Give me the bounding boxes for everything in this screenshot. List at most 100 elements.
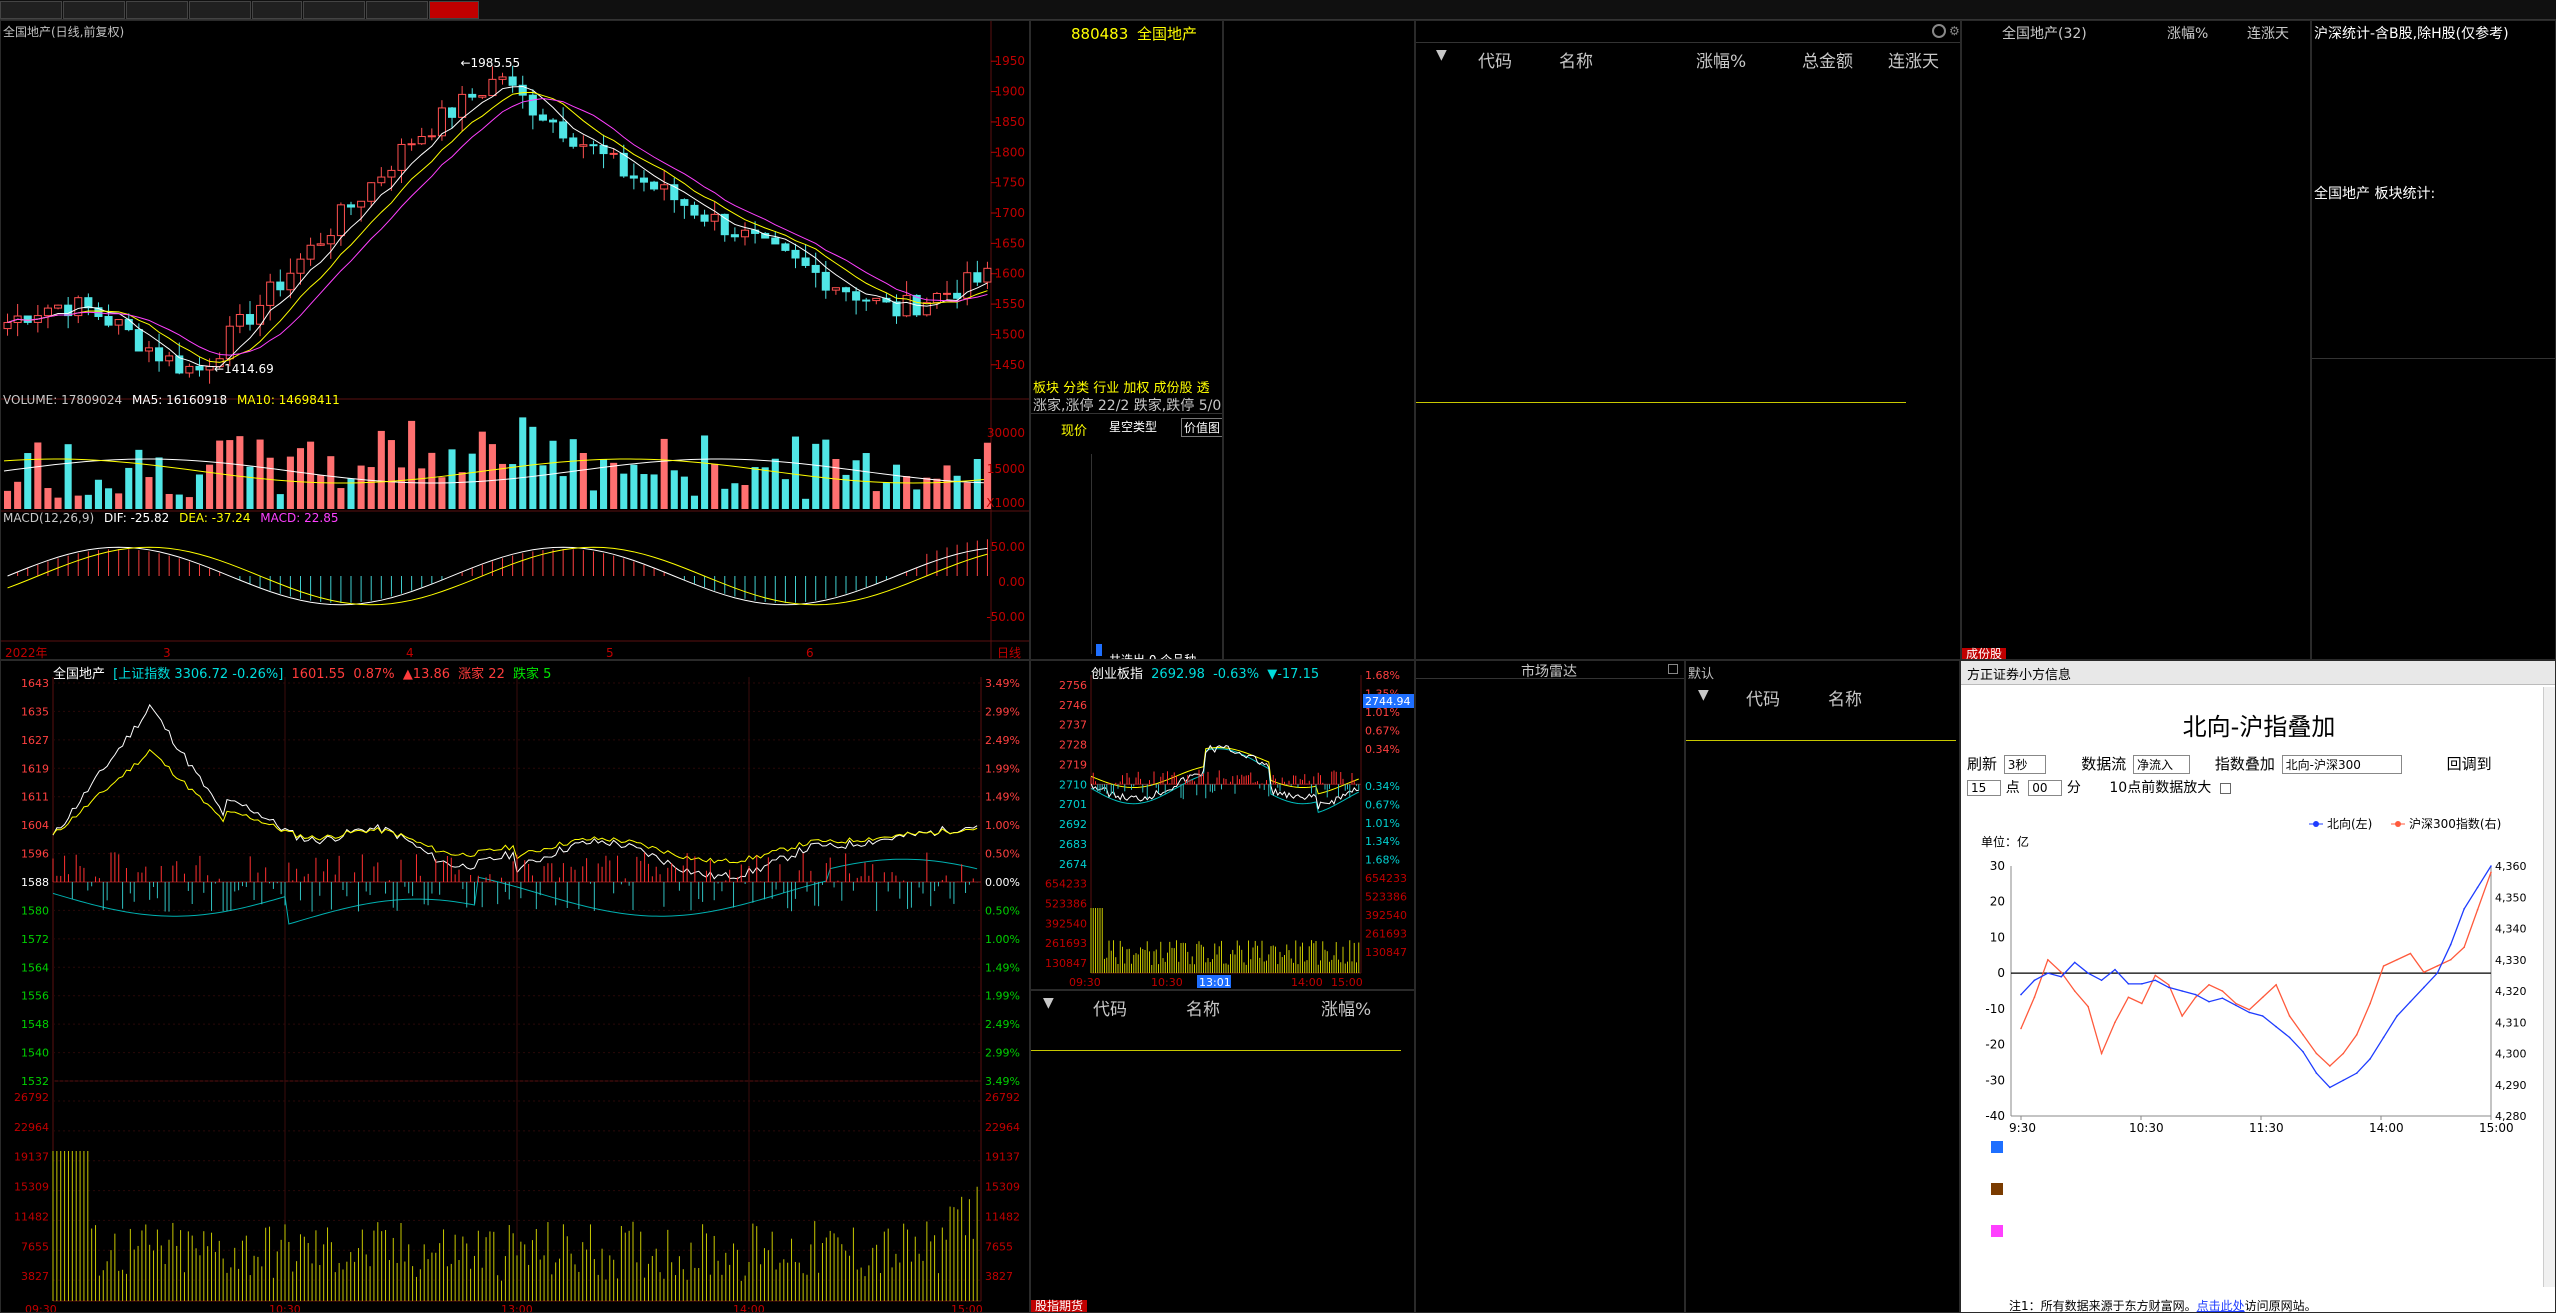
overlay-select[interactable]: 北向-沪深300 bbox=[2281, 755, 2402, 774]
sector-row[interactable] bbox=[1416, 343, 1906, 373]
sector-row[interactable] bbox=[1416, 283, 1906, 313]
sector-row[interactable] bbox=[1416, 103, 1906, 133]
watch-row[interactable] bbox=[1686, 1101, 1956, 1131]
top-tab-1[interactable] bbox=[0, 1, 62, 19]
event-row[interactable] bbox=[2312, 439, 2534, 453]
north-scrollbar[interactable] bbox=[2543, 687, 2555, 1287]
event-row[interactable] bbox=[2312, 361, 2534, 375]
member-row[interactable] bbox=[1962, 223, 2297, 253]
radar-row[interactable] bbox=[1416, 700, 1681, 716]
zoom-checkbox[interactable] bbox=[2219, 782, 2231, 794]
north-panel[interactable]: 方正证券小方信息 北向-沪指叠加 刷新 3秒 数据流 净流入 指数叠加 北向-沪… bbox=[1960, 660, 2556, 1313]
radar-row[interactable] bbox=[1416, 958, 1681, 974]
radar-row[interactable] bbox=[1416, 975, 1681, 991]
watch-row[interactable] bbox=[1686, 1161, 1956, 1191]
member-row[interactable] bbox=[1962, 403, 2297, 433]
footer-link[interactable]: 点击此处 bbox=[2196, 1299, 2245, 1313]
intraday-panel[interactable]: 全国地产 [上证指数 3306.72 -0.26%] 1601.55 0.87%… bbox=[0, 660, 1030, 1313]
radar-row[interactable] bbox=[1416, 786, 1681, 802]
radar-row[interactable] bbox=[1416, 717, 1681, 733]
futures-row[interactable] bbox=[1031, 1231, 1401, 1261]
top-tab-5[interactable] bbox=[252, 1, 302, 19]
watch-row[interactable] bbox=[1686, 1191, 1956, 1221]
member-row[interactable] bbox=[1962, 193, 2297, 223]
watch-row[interactable] bbox=[1686, 921, 1956, 951]
north-chart[interactable]: 30 20 10 0 -10 -20 -30 -40 4,360 4,350 4,340 4,330 4… bbox=[1961, 661, 2556, 1313]
sector-row[interactable] bbox=[1416, 403, 1906, 433]
event-row[interactable] bbox=[2312, 564, 2534, 578]
h-fut-rise[interactable]: 涨幅% bbox=[1321, 1000, 1372, 1020]
flow-select[interactable]: 净流入 bbox=[2133, 755, 2191, 774]
event-row[interactable] bbox=[2312, 470, 2534, 484]
watch-row[interactable] bbox=[1686, 711, 1956, 741]
watch-row[interactable] bbox=[1686, 1131, 1956, 1161]
chinext-panel[interactable]: 创业板指 2692.98 -0.63% ▼-17.15 2756 2746 2737… bbox=[1030, 660, 1415, 990]
info-tabs-line[interactable]: 板块 分类 行业 加权 成份股 透 bbox=[1033, 381, 1210, 396]
watch-row[interactable] bbox=[1686, 1221, 1956, 1251]
member-row[interactable] bbox=[1962, 163, 2297, 193]
member-row[interactable] bbox=[1962, 103, 2297, 133]
radar-row[interactable] bbox=[1416, 683, 1681, 699]
h-member-rise[interactable]: 涨幅% bbox=[2167, 26, 2209, 42]
top-tab-7[interactable] bbox=[366, 1, 428, 19]
event-row[interactable] bbox=[2312, 595, 2534, 609]
member-row[interactable] bbox=[1962, 73, 2297, 103]
futures-row[interactable] bbox=[1031, 1171, 1401, 1201]
sector-row[interactable] bbox=[1416, 73, 1906, 103]
chinext-chart[interactable]: 2756 2746 2737 2728 2719 2710 2701 2692 2683 2674… bbox=[1031, 661, 1415, 990]
h-name[interactable]: 名称 bbox=[1559, 52, 1593, 72]
radar-row[interactable] bbox=[1416, 872, 1681, 888]
member-row[interactable] bbox=[1962, 553, 2297, 583]
search-icon[interactable] bbox=[1932, 24, 1946, 38]
event-row[interactable] bbox=[2312, 579, 2534, 593]
radar-row[interactable] bbox=[1416, 735, 1681, 751]
sector-row[interactable] bbox=[1416, 463, 1906, 493]
event-row[interactable] bbox=[2312, 611, 2534, 625]
radar-row[interactable] bbox=[1416, 855, 1681, 871]
event-row[interactable] bbox=[2312, 408, 2534, 422]
event-row[interactable] bbox=[2312, 626, 2534, 640]
member-row[interactable] bbox=[1962, 283, 2297, 313]
watch-row[interactable] bbox=[1686, 1251, 1956, 1281]
gear-icon[interactable]: ⚙ bbox=[1949, 24, 1960, 38]
watch-row[interactable] bbox=[1686, 1071, 1956, 1101]
tab-members[interactable]: 成份股 bbox=[1962, 648, 2007, 659]
radar-row[interactable] bbox=[1416, 769, 1681, 785]
member-row[interactable] bbox=[1962, 43, 2297, 73]
radar-row[interactable] bbox=[1416, 821, 1681, 837]
member-row[interactable] bbox=[1962, 583, 2297, 613]
h-rise[interactable]: 涨幅% bbox=[1696, 52, 1747, 72]
watch-row[interactable] bbox=[1686, 1011, 1956, 1041]
h-fut-code[interactable]: 代码 bbox=[1093, 1000, 1127, 1020]
member-row[interactable] bbox=[1962, 493, 2297, 523]
member-row[interactable] bbox=[1962, 523, 2297, 553]
radar-row[interactable] bbox=[1416, 838, 1681, 854]
watch-row[interactable] bbox=[1686, 951, 1956, 981]
intraday-chart[interactable]: 1643 3.49% 1635 2.99% 1627 2.49% 1619 1.99% 1611… bbox=[1, 661, 1030, 1313]
radar-row[interactable] bbox=[1416, 803, 1681, 819]
top-tab-6[interactable] bbox=[303, 1, 365, 19]
sector-row[interactable] bbox=[1416, 313, 1906, 343]
sector-row[interactable] bbox=[1416, 133, 1906, 163]
reset-button[interactable]: 回调到 bbox=[2446, 755, 2492, 773]
sector-row[interactable] bbox=[1416, 163, 1906, 193]
member-row[interactable] bbox=[1962, 313, 2297, 343]
restore-icon[interactable] bbox=[1668, 664, 1678, 674]
event-row[interactable] bbox=[2312, 377, 2534, 391]
h-watch-name[interactable]: 名称 bbox=[1828, 690, 1862, 710]
futures-row[interactable] bbox=[1031, 1051, 1401, 1081]
hour-select[interactable]: 15 bbox=[1967, 780, 2002, 796]
member-row[interactable] bbox=[1962, 373, 2297, 403]
member-row[interactable] bbox=[1962, 133, 2297, 163]
refresh-select[interactable]: 3秒 bbox=[2003, 755, 2047, 774]
member-row[interactable] bbox=[1962, 343, 2297, 373]
watch-row[interactable] bbox=[1686, 741, 1956, 771]
event-row[interactable] bbox=[2312, 517, 2534, 531]
top-tab-4[interactable] bbox=[189, 1, 251, 19]
sector-row[interactable] bbox=[1416, 523, 1906, 553]
watch-tab[interactable]: 默认 bbox=[1688, 667, 1715, 682]
sector-row[interactable] bbox=[1416, 433, 1906, 463]
radar-row[interactable] bbox=[1416, 941, 1681, 957]
sector-row[interactable] bbox=[1416, 493, 1906, 523]
sector-row[interactable] bbox=[1416, 223, 1906, 253]
